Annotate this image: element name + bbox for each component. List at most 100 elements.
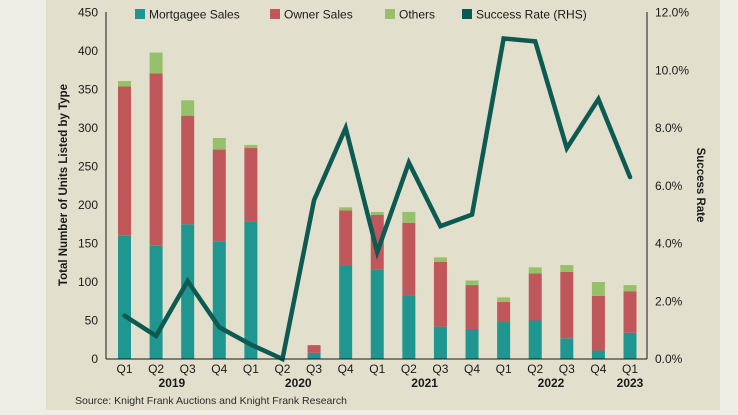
bar-owner-sales-6	[307, 345, 321, 353]
left-axis-title: Total Number of Units Listed by Type	[58, 84, 70, 286]
bar-owner-sales-15	[591, 295, 605, 351]
bar-owner-sales-1	[149, 73, 163, 246]
left-tick-150: 150	[78, 237, 98, 251]
bar-mortgagee-sales-13	[528, 320, 542, 359]
x-tick-8: Q1	[369, 362, 385, 376]
legend-swatch-owner-sales	[270, 9, 280, 19]
left-tick-50: 50	[85, 314, 99, 328]
bar-mortgagee-sales-15	[591, 350, 605, 359]
bar-owner-sales-0	[118, 86, 131, 236]
legend-label-others: Others	[399, 8, 435, 22]
right-tick-2: 2.0%	[655, 294, 683, 308]
bar-mortgagee-sales-1	[149, 245, 163, 359]
x-tick-14: Q3	[559, 362, 575, 376]
bar-others-2	[181, 100, 195, 116]
year-label-2019: 2019	[159, 376, 186, 390]
axes-layer	[105, 12, 648, 360]
bar-mortgagee-sales-2	[181, 224, 195, 359]
legend-item-mortgagee-sales: Mortgagee Sales	[135, 8, 240, 22]
legend-item-others: Others	[385, 8, 435, 22]
legend-item-owner-sales: Owner Sales	[270, 8, 353, 22]
left-tick-250: 250	[78, 160, 98, 174]
bar-owner-sales-16	[623, 291, 637, 333]
bar-others-10	[433, 257, 447, 262]
bar-owner-sales-8	[370, 215, 384, 270]
x-tick-4: Q1	[243, 362, 259, 376]
left-tick-200: 200	[78, 198, 98, 212]
x-tick-10: Q3	[432, 362, 448, 376]
left-tick-400: 400	[78, 44, 98, 58]
bar-others-13	[528, 267, 542, 274]
right-tick-10: 10.0%	[655, 63, 689, 77]
bar-others-8	[370, 211, 384, 216]
x-tick-2: Q3	[180, 362, 196, 376]
legend-swatch-success-rate-rhs	[462, 9, 472, 19]
legend-label-success-rate-rhs: Success Rate (RHS)	[476, 8, 587, 22]
bar-mortgagee-sales-11	[465, 328, 479, 359]
x-tick-5: Q2	[274, 362, 290, 376]
right-tick-12: 12.0%	[655, 6, 689, 20]
legend-swatch-mortgagee-sales	[135, 9, 145, 19]
bar-owner-sales-10	[433, 261, 447, 327]
bar-mortgagee-sales-7	[339, 265, 353, 359]
bar-owner-sales-4	[244, 148, 258, 222]
x-tick-0: Q1	[116, 362, 132, 376]
line-layer	[122, 36, 633, 363]
x-tick-12: Q1	[496, 362, 512, 376]
bar-owner-sales-13	[528, 273, 542, 321]
x-tick-9: Q2	[401, 362, 417, 376]
legend-label-mortgagee-sales: Mortgagee Sales	[149, 8, 240, 22]
left-tick-0: 0	[91, 352, 98, 366]
legend-swatch-others	[385, 9, 395, 19]
bar-owner-sales-14	[560, 271, 574, 339]
year-label-2021: 2021	[411, 376, 438, 390]
bar-mortgagee-sales-12	[497, 322, 511, 359]
source-note: Source: Knight Frank Auctions and Knight…	[75, 395, 347, 407]
legend: Mortgagee Sales Owner Sales Others Success …	[135, 8, 587, 22]
right-tick-6: 6.0%	[655, 179, 683, 193]
bar-mortgagee-sales-6	[307, 352, 321, 359]
bar-others-7	[339, 207, 353, 211]
bar-owner-sales-11	[465, 285, 479, 329]
right-tick-labels: 0.0% 2.0% 4.0% 6.0% 8.0% 10.0% 12.0%	[655, 6, 689, 367]
right-tick-4: 4.0%	[655, 237, 683, 251]
year-label-2023: 2023	[617, 376, 644, 390]
bar-mortgagee-sales-0	[118, 235, 131, 359]
x-tick-16: Q1	[622, 362, 638, 376]
left-tick-450: 450	[78, 6, 98, 20]
bar-owner-sales-9	[402, 222, 416, 296]
bar-mortgagee-sales-16	[623, 332, 637, 359]
bar-others-16	[623, 285, 637, 292]
year-label-2020: 2020	[285, 376, 312, 390]
bars-layer	[118, 52, 637, 359]
bar-owner-sales-2	[181, 115, 195, 225]
bar-mortgagee-sales-4	[244, 221, 258, 359]
left-tick-300: 300	[78, 121, 98, 135]
bar-mortgagee-sales-9	[402, 295, 416, 359]
right-axis-title: Success Rate	[694, 148, 706, 223]
x-tick-6: Q3	[306, 362, 322, 376]
bar-mortgagee-sales-10	[433, 326, 447, 359]
bar-others-11	[465, 280, 479, 286]
bar-others-9	[402, 211, 416, 223]
bar-others-0	[118, 81, 131, 87]
bar-mortgagee-sales-14	[560, 338, 574, 359]
year-labels: 2019 2020 2021 2022 2023	[159, 376, 644, 390]
x-tick-1: Q2	[148, 362, 164, 376]
bar-others-15	[591, 282, 605, 296]
right-tick-0: 0.0%	[655, 352, 683, 366]
bar-others-14	[560, 265, 574, 272]
bar-others-12	[497, 297, 511, 303]
bar-mortgagee-sales-8	[370, 269, 384, 359]
right-tick-8: 8.0%	[655, 121, 683, 135]
legend-item-success-rate-rhs: Success Rate (RHS)	[462, 8, 587, 22]
x-tick-7: Q4	[338, 362, 354, 376]
x-tick-15: Q4	[590, 362, 606, 376]
bar-others-1	[149, 52, 163, 74]
bar-others-3	[212, 138, 226, 150]
bar-owner-sales-7	[339, 210, 353, 266]
x-tick-3: Q4	[211, 362, 227, 376]
left-tick-labels: 0 50 100 150 200 250 300 350 400 450	[78, 6, 98, 367]
x-tick-labels: Q1 Q2 Q3 Q4 Q1 Q2 Q3 Q4 Q1 Q2 Q3 Q4 Q1 Q2 Q3 Q4 Q1	[116, 362, 638, 376]
